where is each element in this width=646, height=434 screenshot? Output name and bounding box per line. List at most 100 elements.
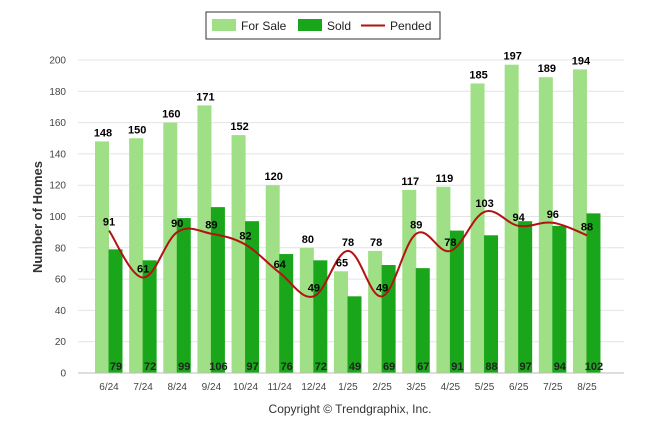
for-sale-bar xyxy=(470,83,485,373)
pended-value-label: 96 xyxy=(547,209,559,221)
for-sale-value-label: 194 xyxy=(572,55,591,67)
sold-bar xyxy=(586,213,601,373)
sold-bar xyxy=(176,218,191,373)
x-tick-label: 6/24 xyxy=(99,382,119,393)
for-sale-value-label: 119 xyxy=(436,173,454,185)
for-sale-bar xyxy=(129,138,144,373)
sold-bar xyxy=(279,254,294,373)
legend: For Sale Sold Pended xyxy=(205,11,441,40)
y-axis-label: Number of Homes xyxy=(30,161,45,273)
for-sale-value-label: 171 xyxy=(196,91,214,103)
for-sale-bar xyxy=(538,77,553,373)
for-sale-bar xyxy=(402,189,417,373)
sold-bar xyxy=(245,221,260,373)
x-tick-label: 11/24 xyxy=(268,382,293,393)
sold-bar xyxy=(552,225,567,373)
sold-bar xyxy=(415,268,430,373)
legend-box xyxy=(205,11,441,40)
pended-value-label: 82 xyxy=(239,231,251,243)
pended-value-label: 64 xyxy=(274,259,287,271)
sold-bar xyxy=(449,230,464,373)
for-sale-value-label: 80 xyxy=(302,234,314,246)
sold-value-label: 79 xyxy=(110,361,122,373)
sold-value-label: 69 xyxy=(383,361,395,373)
sold-value-label: 72 xyxy=(315,361,327,373)
for-sale-value-label: 197 xyxy=(504,51,522,63)
sold-bar xyxy=(518,221,533,373)
for-sale-bar xyxy=(436,186,451,373)
sold-value-label: 94 xyxy=(554,361,567,373)
y-tick-label: 0 xyxy=(60,369,66,380)
y-tick-label: 20 xyxy=(55,337,67,348)
for-sale-bar xyxy=(299,247,314,373)
data-labels: 148 79 150 72 160 99 171 106 152 97 120 76 80 72 65 49 7… xyxy=(94,51,603,373)
pended-value-label: 78 xyxy=(444,237,456,249)
pended-value-label: 94 xyxy=(513,212,526,224)
x-tick-label: 7/24 xyxy=(133,382,153,393)
pended-value-label: 78 xyxy=(342,237,354,249)
for-sale-value-label: 152 xyxy=(230,121,248,133)
sold-value-label: 102 xyxy=(585,361,603,373)
x-tick-label: 6/25 xyxy=(509,382,529,393)
x-tick-label: 3/25 xyxy=(407,382,427,393)
sold-bar xyxy=(484,235,499,373)
y-tick-label: 80 xyxy=(55,243,67,254)
x-tick-label: 5/25 xyxy=(475,382,495,393)
pended-value-label: 90 xyxy=(171,218,183,230)
y-tick-label: 180 xyxy=(49,87,66,98)
y-tick-label: 120 xyxy=(49,181,66,192)
for-sale-bar xyxy=(504,64,519,373)
for-sale-bar xyxy=(197,105,212,373)
for-sale-value-label: 65 xyxy=(336,257,348,269)
sold-value-label: 99 xyxy=(178,361,190,373)
y-tick-label: 200 xyxy=(49,56,66,67)
bars xyxy=(95,64,601,373)
pended-value-label: 103 xyxy=(475,198,493,210)
sold-value-label: 88 xyxy=(485,361,497,373)
y-tick-label: 100 xyxy=(49,212,66,223)
sold-value-label: 106 xyxy=(209,361,227,373)
sold-value-label: 76 xyxy=(281,361,293,373)
x-tick-label: 9/24 xyxy=(202,382,222,393)
pended-value-label: 89 xyxy=(205,220,217,232)
for-sale-value-label: 148 xyxy=(94,127,112,139)
pended-value-label: 49 xyxy=(308,282,320,294)
legend-label-pended: Pended xyxy=(390,19,431,33)
x-tick-label: 2/25 xyxy=(372,382,392,393)
for-sale-bar xyxy=(163,122,178,373)
x-tick-label: 10/24 xyxy=(233,382,258,393)
sold-bar xyxy=(210,207,225,373)
x-tick-label: 1/25 xyxy=(338,382,358,393)
for-sale-value-label: 117 xyxy=(401,176,419,188)
sold-value-label: 97 xyxy=(520,361,532,373)
x-tick-label: 8/25 xyxy=(577,382,597,393)
for-sale-value-label: 185 xyxy=(469,69,487,81)
sold-value-label: 67 xyxy=(417,361,429,373)
for-sale-bar xyxy=(572,69,587,373)
for-sale-value-label: 78 xyxy=(370,237,382,249)
sold-value-label: 97 xyxy=(246,361,258,373)
for-sale-bar xyxy=(265,185,280,373)
for-sale-swatch xyxy=(212,19,236,31)
sold-swatch xyxy=(298,19,322,31)
sold-bar xyxy=(347,296,362,373)
sold-value-label: 72 xyxy=(144,361,156,373)
legend-label-for-sale: For Sale xyxy=(241,19,287,33)
legend-label-sold: Sold xyxy=(327,19,351,33)
for-sale-value-label: 150 xyxy=(128,124,146,136)
for-sale-bar xyxy=(231,135,246,373)
for-sale-value-label: 189 xyxy=(538,63,556,75)
for-sale-bar xyxy=(333,271,348,373)
sold-bar xyxy=(313,260,328,373)
y-tick-label: 140 xyxy=(49,149,66,160)
sold-bar xyxy=(142,260,157,373)
pended-value-label: 88 xyxy=(581,221,593,233)
copyright-footer: Copyright © Trendgraphix, Inc. xyxy=(269,402,432,416)
axes: 0 20 40 60 80 100 120 140 160 180 200 6/24 7/24 8/24 9… xyxy=(49,56,624,393)
y-tick-label: 40 xyxy=(55,306,67,317)
for-sale-value-label: 120 xyxy=(265,171,283,183)
y-tick-label: 160 xyxy=(49,118,66,129)
sold-value-label: 91 xyxy=(451,361,463,373)
x-tick-label: 12/24 xyxy=(301,382,326,393)
